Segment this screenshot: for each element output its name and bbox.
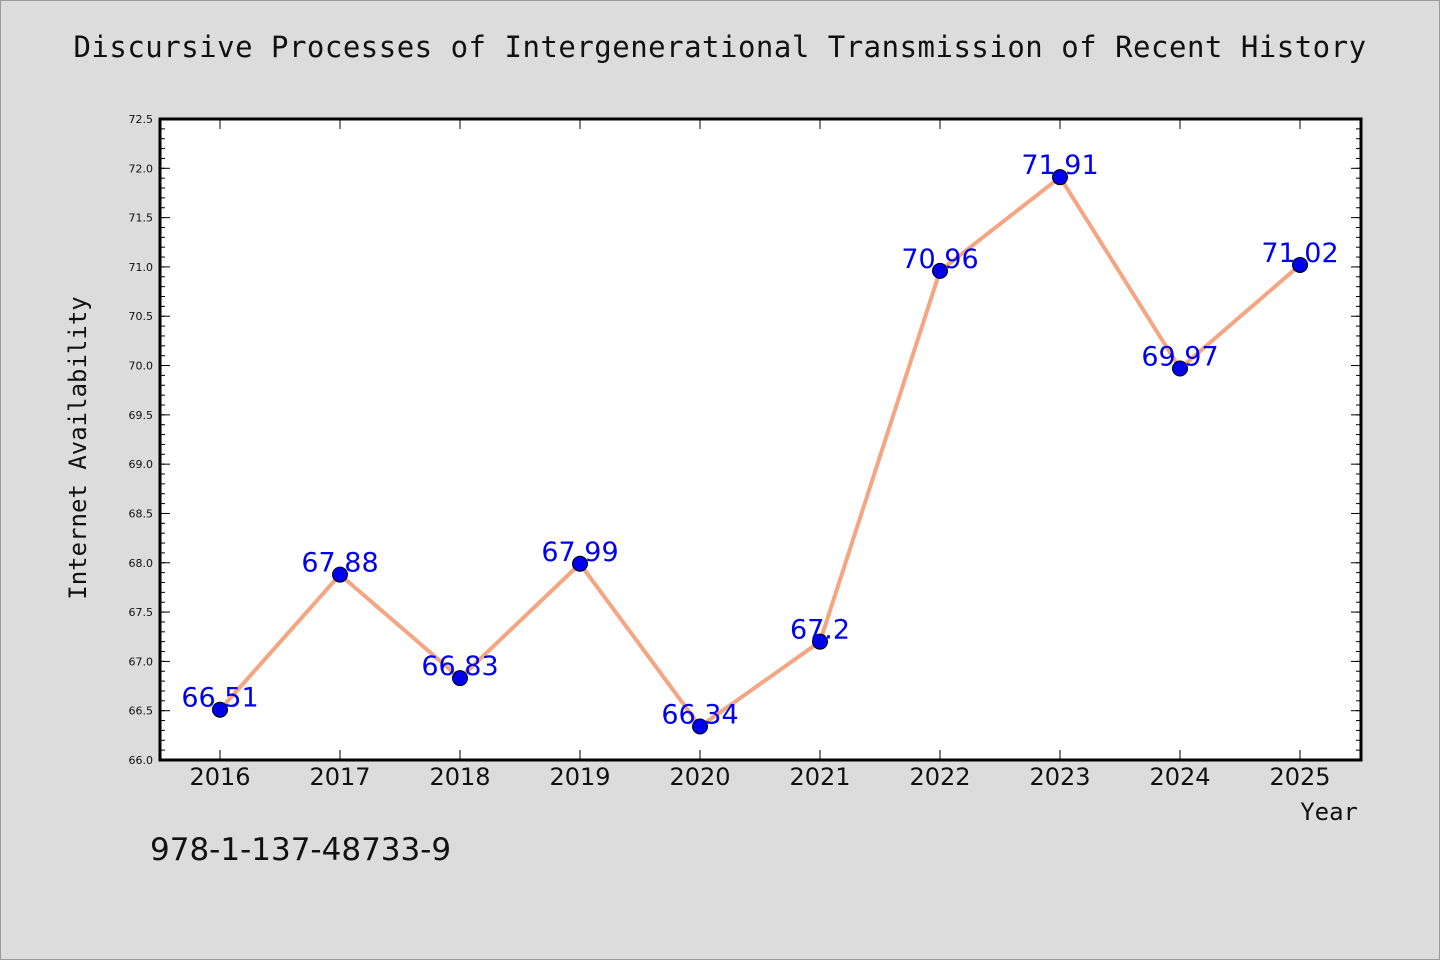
- x-tick-label: 2016: [189, 763, 250, 791]
- data-point: [692, 718, 708, 735]
- y-tick-label: 66.5: [129, 705, 154, 718]
- y-tick-label: 68.5: [129, 507, 154, 520]
- y-tick-label: 70.5: [129, 310, 154, 323]
- data-label: 71.91: [1021, 150, 1098, 181]
- x-tick-label: 2021: [789, 763, 850, 791]
- data-label: 66.34: [661, 699, 738, 730]
- y-tick-label: 67.0: [129, 655, 154, 668]
- y-tick-label: 70.0: [129, 360, 154, 373]
- series-line: [218, 175, 1302, 729]
- data-label: 66.83: [421, 651, 498, 682]
- plot-area: [158, 117, 1363, 762]
- y-tick-label: 71.5: [129, 212, 154, 225]
- data-label: 69.97: [1141, 341, 1218, 372]
- y-tick-label: 72.5: [129, 113, 154, 126]
- y-tick-label: 68.0: [129, 557, 154, 570]
- data-point: [932, 262, 948, 279]
- data-label: 70.96: [901, 244, 978, 275]
- data-label: 66.51: [181, 683, 258, 714]
- data-point: [212, 701, 228, 718]
- data-point: [332, 566, 348, 583]
- y-tick-label: 69.0: [129, 458, 154, 471]
- x-tick-label: 2024: [1149, 763, 1210, 791]
- data-point: [452, 670, 468, 687]
- data-point: [812, 633, 828, 650]
- x-tick-label: 2023: [1029, 763, 1090, 791]
- data-point: [1052, 169, 1068, 186]
- x-tick-label: 2025: [1269, 763, 1330, 791]
- x-axis-label: Year: [1300, 798, 1358, 826]
- x-tick-label: 2017: [309, 763, 370, 791]
- data-label: 67.88: [301, 548, 378, 579]
- x-tick-label: 2020: [669, 763, 730, 791]
- chart-title: Discursive Processes of Intergenerationa…: [73, 30, 1367, 64]
- isbn-text: 978-1-137-48733-9: [150, 832, 452, 868]
- y-tick-label: 69.5: [129, 409, 154, 422]
- y-tick-label: 66.0: [129, 754, 154, 767]
- data-label: 67.99: [541, 537, 618, 568]
- data-label: 71.02: [1261, 238, 1338, 269]
- y-tick-label: 72.0: [129, 162, 154, 175]
- x-tick-label: 2022: [909, 763, 970, 791]
- y-tick-label: 67.5: [129, 606, 154, 619]
- y-tick-label: 71.0: [129, 261, 154, 274]
- y-axis-label: Internet Availability: [64, 296, 92, 599]
- x-tick-label: 2018: [429, 763, 490, 791]
- x-tick-label: 2019: [549, 763, 610, 791]
- data-label: 67.2: [790, 615, 850, 646]
- data-point: [1292, 256, 1308, 273]
- data-point: [572, 555, 588, 572]
- data-point: [1172, 360, 1188, 377]
